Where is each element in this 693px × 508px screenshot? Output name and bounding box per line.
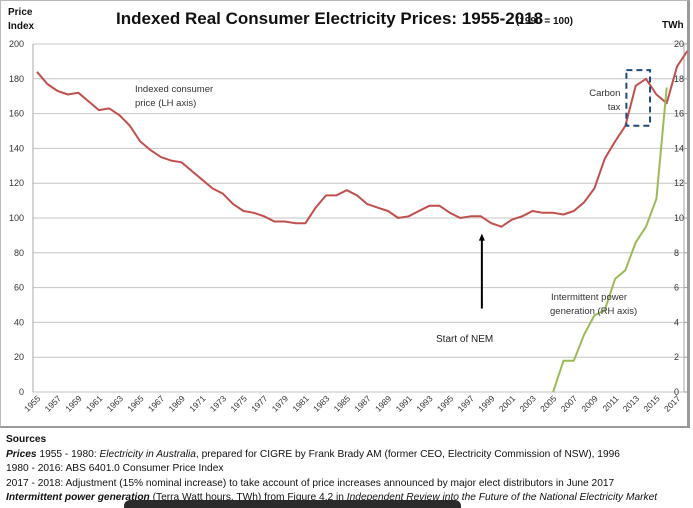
- x-tick-label: 2001: [497, 393, 518, 414]
- left-axis-title-line2: Index: [8, 21, 35, 32]
- left-tick-label: 40: [14, 317, 24, 327]
- carbon-tax-label-line2: tax: [608, 102, 621, 113]
- source-text: Electricity in Australia: [99, 449, 195, 460]
- sources-heading: Sources: [6, 433, 691, 448]
- x-tick-label: 1981: [290, 393, 311, 414]
- left-tick-label: 20: [14, 352, 24, 362]
- x-tick-label: 1999: [476, 393, 497, 414]
- sources-lines: Prices 1955 - 1980: Electricity in Austr…: [6, 448, 691, 506]
- left-tick-label: 100: [9, 213, 24, 223]
- left-tick-label: 120: [9, 178, 24, 188]
- right-axis-title: TWh: [662, 20, 684, 31]
- x-tick-label: 2003: [517, 393, 538, 414]
- intermittent-label-line1: Intermittent power: [551, 292, 627, 303]
- chart-title-note: (1990 = 100): [516, 16, 573, 27]
- right-tick-label: 4: [674, 317, 679, 327]
- carbon-tax-label-line1: Carbon: [589, 88, 620, 99]
- source-text: 1955 - 1980:: [37, 449, 100, 460]
- chart-title: Indexed Real Consumer Electricity Prices…: [116, 9, 543, 28]
- right-tick-label: 6: [674, 283, 679, 293]
- right-tick-label: 16: [674, 109, 684, 119]
- source-line: 2017 - 2018: Adjustment (15% nominal inc…: [6, 477, 691, 492]
- source-text: Prices: [6, 449, 37, 460]
- x-tick-label: 1979: [270, 393, 291, 414]
- nem-arrow-head: [479, 234, 485, 241]
- right-tick-label: 10: [674, 213, 684, 223]
- x-tick-label: 1955: [22, 393, 43, 414]
- x-tick-label: 1957: [43, 393, 64, 414]
- x-tick-label: 1971: [187, 393, 208, 414]
- x-tick-label: 1963: [105, 393, 126, 414]
- x-tick-label: 1961: [84, 393, 105, 414]
- x-tick-label: 1967: [146, 393, 167, 414]
- right-tick-label: 20: [674, 39, 684, 49]
- x-tick-label: 2009: [579, 393, 600, 414]
- x-tick-label: 2015: [641, 393, 662, 414]
- price-series-label-line2: price (LH axis): [135, 98, 196, 109]
- left-tick-label: 200: [9, 39, 24, 49]
- right-tick-label: 14: [674, 143, 684, 153]
- x-tick-label: 1959: [63, 393, 84, 414]
- x-tick-label: 1983: [311, 393, 332, 414]
- x-tick-label: 2011: [600, 393, 620, 413]
- left-tick-label: 80: [14, 248, 24, 258]
- price-index-line: [37, 51, 687, 227]
- left-axis-title-line1: Price: [8, 7, 33, 18]
- intermittent-generation-line: [553, 88, 667, 393]
- electricity-price-chart: Indexed Real Consumer Electricity Prices…: [0, 0, 693, 430]
- x-tick-label: 2005: [538, 393, 559, 414]
- x-tick-label: 1975: [228, 393, 249, 414]
- price-series-label-line1: Indexed consumer: [135, 84, 213, 95]
- x-tick-label: 1997: [456, 393, 477, 414]
- left-tick-label: 60: [14, 283, 24, 293]
- x-tick-label: 1993: [414, 393, 435, 414]
- sources-block: Sources Prices 1955 - 1980: Electricity …: [6, 433, 691, 506]
- x-tick-label: 1965: [125, 393, 146, 414]
- right-tick-label: 2: [674, 352, 679, 362]
- x-tick-label: 2013: [621, 393, 642, 414]
- source-text: 1980 - 2016: ABS 6401.0 Consumer Price I…: [6, 463, 223, 474]
- x-tick-label: 2007: [559, 393, 580, 414]
- x-tick-label: 1977: [249, 393, 270, 414]
- x-tick-label: 1985: [332, 393, 353, 414]
- x-tick-label: 1995: [435, 393, 456, 414]
- right-tick-label: 12: [674, 178, 684, 188]
- x-tick-label: 2017: [662, 393, 683, 414]
- left-tick-label: 140: [9, 143, 24, 153]
- left-tick-label: 180: [9, 74, 24, 84]
- source-text: 2017 - 2018: Adjustment (15% nominal inc…: [6, 478, 614, 489]
- start-of-nem-label: Start of NEM: [436, 334, 493, 345]
- left-tick-label: 160: [9, 109, 24, 119]
- source-line: Prices 1955 - 1980: Electricity in Austr…: [6, 448, 691, 463]
- x-tick-label: 1989: [373, 393, 394, 414]
- source-text: , prepared for CIGRE by Frank Brady AM (…: [196, 449, 620, 460]
- scrollbar-overlay[interactable]: [124, 500, 461, 508]
- source-line: 1980 - 2016: ABS 6401.0 Consumer Price I…: [6, 462, 691, 477]
- left-tick-label: 0: [19, 387, 24, 397]
- intermittent-label-line2: generation (RH axis): [550, 306, 637, 317]
- x-tick-label: 1969: [166, 393, 187, 414]
- x-tick-label: 1991: [394, 393, 415, 414]
- x-tick-label: 1987: [352, 393, 373, 414]
- right-tick-label: 8: [674, 248, 679, 258]
- x-tick-label: 1973: [208, 393, 229, 414]
